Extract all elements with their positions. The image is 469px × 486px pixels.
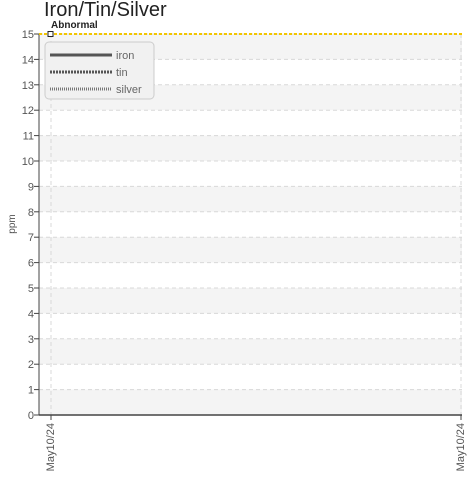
y-tick-label: 9 xyxy=(28,181,34,193)
axes xyxy=(34,33,462,420)
y-tick-label: 6 xyxy=(28,258,34,270)
y-tick-label: 13 xyxy=(22,80,34,92)
grid-band xyxy=(39,135,462,161)
y-tick-label: 15 xyxy=(22,29,34,41)
y-tick-label: 14 xyxy=(22,54,34,66)
grid-band xyxy=(39,389,462,415)
y-tick-label: 10 xyxy=(22,156,34,168)
y-tick-label: 4 xyxy=(28,308,34,320)
y-tick-label: 1 xyxy=(28,385,34,397)
y-tick-label: 7 xyxy=(28,232,34,244)
threshold-label: Abnormal xyxy=(51,20,98,31)
y-tick-label: 0 xyxy=(28,410,34,422)
grid-band xyxy=(39,186,462,212)
legend-label-silver[interactable]: silver xyxy=(116,84,142,96)
y-tick-label: 11 xyxy=(23,131,34,143)
y-tick-label: 3 xyxy=(28,334,34,346)
legend[interactable]: iron tin silver xyxy=(44,41,155,100)
threshold-marker xyxy=(47,31,54,37)
y-tick-label: 12 xyxy=(22,105,34,117)
y-tick-label: 5 xyxy=(28,283,34,295)
grid-band xyxy=(39,288,462,314)
y-tick-label: 2 xyxy=(28,359,34,371)
legend-label-iron[interactable]: iron xyxy=(116,50,134,62)
y-tick-label: 8 xyxy=(28,207,34,219)
threshold-group: Abnormal xyxy=(39,20,462,37)
grid-band xyxy=(39,237,462,263)
legend-label-tin[interactable]: tin xyxy=(116,67,128,79)
x-tick-label: May10/24 xyxy=(455,423,467,471)
grid-band xyxy=(39,338,462,365)
x-tick-label: May10/24 xyxy=(45,423,57,471)
y-axis-label: ppm xyxy=(7,214,18,233)
chart-title: Iron/Tin/Silver xyxy=(44,0,167,21)
